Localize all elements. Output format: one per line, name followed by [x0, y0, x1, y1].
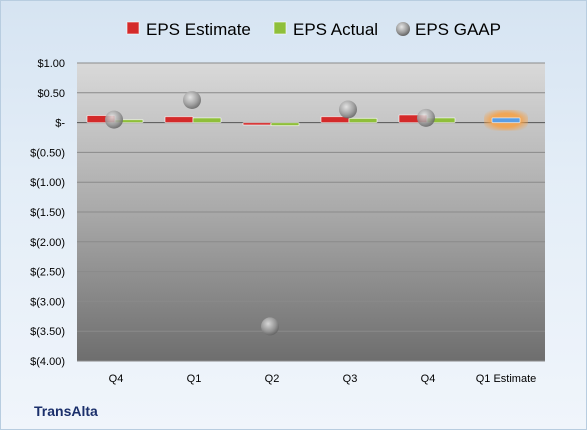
legend-label: EPS Estimate [146, 20, 251, 39]
y-axis-ticks: $1.00 $0.50 $- $(0.50) $(1.00) $(1.50) $(2.00)… [30, 58, 65, 368]
x-tick-label: Q3 [343, 373, 358, 385]
eps-estimate-bar [242, 122, 272, 126]
eps-actual-bar [192, 117, 222, 124]
projection-bar [491, 117, 521, 124]
legend-swatch [273, 21, 287, 35]
eps-estimate-bar [164, 116, 194, 124]
x-axis-ticks: Q4 Q1 Q2 Q3 Q4 Q1 Estimate [109, 373, 537, 385]
company-name: TransAlta [34, 403, 98, 419]
bars [86, 109, 528, 131]
eps-gaap-marker [105, 110, 123, 129]
y-tick-label: $(2.00) [30, 237, 65, 249]
y-tick-label: $0.50 [37, 88, 65, 100]
eps-gaap-marker [183, 90, 201, 109]
gridlines [77, 62, 545, 362]
eps-gaap-marker [417, 108, 435, 127]
y-tick-label: $(1.00) [30, 177, 65, 189]
y-tick-label: $(3.50) [30, 326, 65, 338]
y-tick-label: $- [55, 118, 65, 130]
x-tick-label: Q2 [265, 373, 280, 385]
y-tick-label: $(2.50) [30, 267, 65, 279]
legend: EPS Estimate EPS Actual EPS GAAP [126, 20, 501, 39]
eps-actual-bar [348, 117, 378, 124]
eps-gaap-marker [339, 100, 357, 119]
x-tick-label: Q1 Estimate [476, 373, 537, 385]
y-tick-label: $1.00 [37, 58, 65, 70]
eps-gaap-marker [261, 317, 279, 336]
legend-swatch [126, 21, 140, 35]
y-tick-label: $(4.00) [30, 356, 65, 368]
gaap-markers [105, 90, 435, 336]
x-tick-label: Q4 [109, 373, 124, 385]
eps-actual-bar [270, 122, 300, 127]
legend-swatch [396, 22, 410, 36]
y-tick-label: $(3.00) [30, 296, 65, 308]
y-tick-label: $(1.50) [30, 207, 65, 219]
legend-label: EPS Actual [293, 20, 378, 39]
y-tick-label: $(0.50) [30, 147, 65, 159]
x-tick-label: Q1 [187, 373, 202, 385]
legend-label: EPS GAAP [415, 20, 501, 39]
x-tick-label: Q4 [421, 373, 436, 385]
